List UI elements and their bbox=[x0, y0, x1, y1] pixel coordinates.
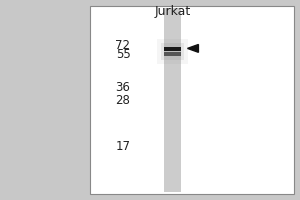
Text: 17: 17 bbox=[116, 140, 130, 152]
Bar bbox=[164, 8, 181, 192]
Polygon shape bbox=[188, 44, 198, 52]
Bar bbox=[161, 43, 184, 60]
Bar bbox=[164, 47, 181, 51]
Text: Jurkat: Jurkat bbox=[154, 4, 190, 18]
Bar bbox=[0, 0, 90, 200]
Bar bbox=[164, 52, 181, 56]
Bar bbox=[90, 6, 294, 194]
Text: 55: 55 bbox=[116, 48, 130, 61]
Text: 28: 28 bbox=[116, 95, 130, 108]
Bar bbox=[157, 39, 188, 64]
Text: 72: 72 bbox=[116, 39, 130, 52]
Text: 36: 36 bbox=[116, 81, 130, 94]
